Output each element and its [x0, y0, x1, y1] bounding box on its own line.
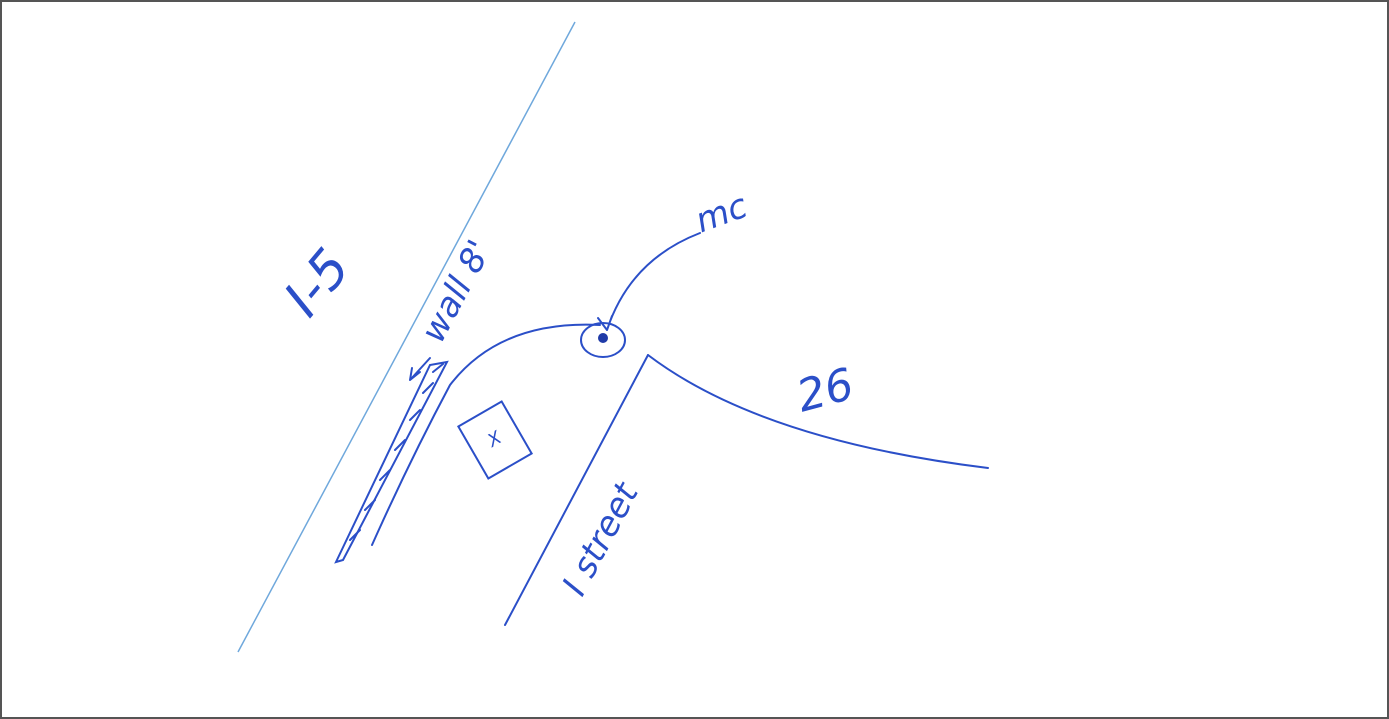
marker-dot: [598, 333, 608, 343]
sketch: I-5 wall 8' mc 26 X I street: [0, 0, 1389, 719]
page-border: [1, 1, 1388, 718]
